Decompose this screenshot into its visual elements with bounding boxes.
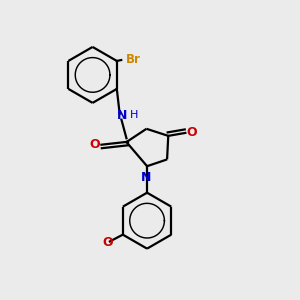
Text: N: N (117, 109, 127, 122)
Text: O: O (102, 236, 113, 249)
Text: N: N (140, 172, 151, 184)
Text: H: H (130, 110, 139, 120)
Text: O: O (186, 126, 196, 139)
Text: Br: Br (126, 53, 141, 66)
Text: O: O (90, 138, 100, 151)
